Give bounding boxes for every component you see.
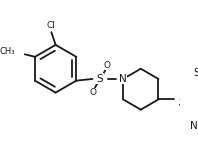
Text: O: O xyxy=(90,88,97,97)
Text: N: N xyxy=(119,74,127,84)
Text: N: N xyxy=(190,121,198,131)
Text: CH₃: CH₃ xyxy=(0,47,15,56)
Text: O: O xyxy=(103,61,110,70)
Text: S: S xyxy=(97,74,103,84)
Text: N: N xyxy=(119,74,127,84)
Text: Cl: Cl xyxy=(47,21,56,30)
Text: S: S xyxy=(193,68,198,78)
